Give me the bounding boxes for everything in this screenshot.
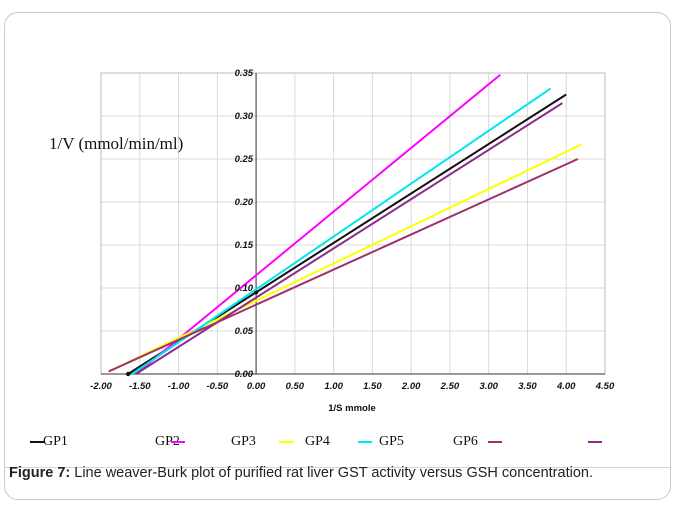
x-tick-label: 2.50 xyxy=(440,381,460,392)
x-tick-label: 3.00 xyxy=(479,381,498,392)
x-tick-label: -2.00 xyxy=(90,381,112,392)
x-tick-label: 2.00 xyxy=(401,381,421,392)
caption-label: Figure 7: xyxy=(9,465,71,481)
caption-divider xyxy=(5,467,670,468)
x-tick-label: 4.50 xyxy=(595,381,615,392)
x-axis-label: 1/S mmole xyxy=(328,403,376,414)
series-line-gp5 xyxy=(135,102,563,375)
series-lines xyxy=(108,73,583,377)
x-tick-label: 0.50 xyxy=(286,381,305,392)
x-tick-label: -1.00 xyxy=(168,381,190,392)
legend-label-gp2: GP2 xyxy=(155,434,180,449)
x-tick-label: 1.50 xyxy=(363,381,382,392)
chart: -2.00 -1.50 -1.00 -0.50 0.00 0.50 1.00 1.50 2.00… xyxy=(30,68,615,449)
legend-label-gp6: GP6 xyxy=(453,434,478,449)
series-line-gp6 xyxy=(108,158,579,373)
legend: GP1 GP2 GP3 GP4 GP5 GP6 xyxy=(30,434,602,449)
figure-card: -2.00 -1.50 -1.00 -0.50 0.00 0.50 1.00 1.50 2.00… xyxy=(4,12,671,500)
data-point xyxy=(125,371,131,377)
x-tick-label: 1.00 xyxy=(324,381,343,392)
x-tick-label: 4.00 xyxy=(556,381,576,392)
x-tick-label: -0.50 xyxy=(206,381,228,392)
legend-label-gp3: GP3 xyxy=(231,434,256,449)
x-tick-label: 3.50 xyxy=(518,381,537,392)
x-tick-label: -1.50 xyxy=(129,381,151,392)
legend-label-gp1: GP1 xyxy=(43,434,68,449)
y-tick-label: 0.35 xyxy=(235,68,254,79)
axes xyxy=(100,72,606,375)
caption-text: Line weaver-Burk plot of purified rat li… xyxy=(70,465,593,481)
legend-label-gp5: GP5 xyxy=(379,434,404,449)
y-tick-label: 0.25 xyxy=(235,154,254,165)
series-line-gp4 xyxy=(131,87,552,375)
y-tick-label: 0.15 xyxy=(235,240,254,251)
y-tick-label: 0.30 xyxy=(235,111,254,122)
series-line-gp3 xyxy=(108,143,583,373)
y-tick-label: 0.10 xyxy=(235,283,254,294)
series-line-gp2 xyxy=(135,73,501,375)
y-tick-label: 0.05 xyxy=(235,326,254,337)
tick-labels: -2.00 -1.50 -1.00 -0.50 0.00 0.50 1.00 1.50 2.00… xyxy=(90,68,615,392)
y-tick-label: 0.00 xyxy=(235,369,254,380)
y-axis-label: 1/V (mmol/min/ml) xyxy=(49,134,183,153)
x-tick-label: 0.00 xyxy=(247,381,266,392)
y-tick-label: 0.20 xyxy=(235,197,254,208)
legend-label-gp4: GP4 xyxy=(305,434,330,449)
figure-caption: Figure 7: Line weaver-Burk plot of purif… xyxy=(9,464,672,482)
